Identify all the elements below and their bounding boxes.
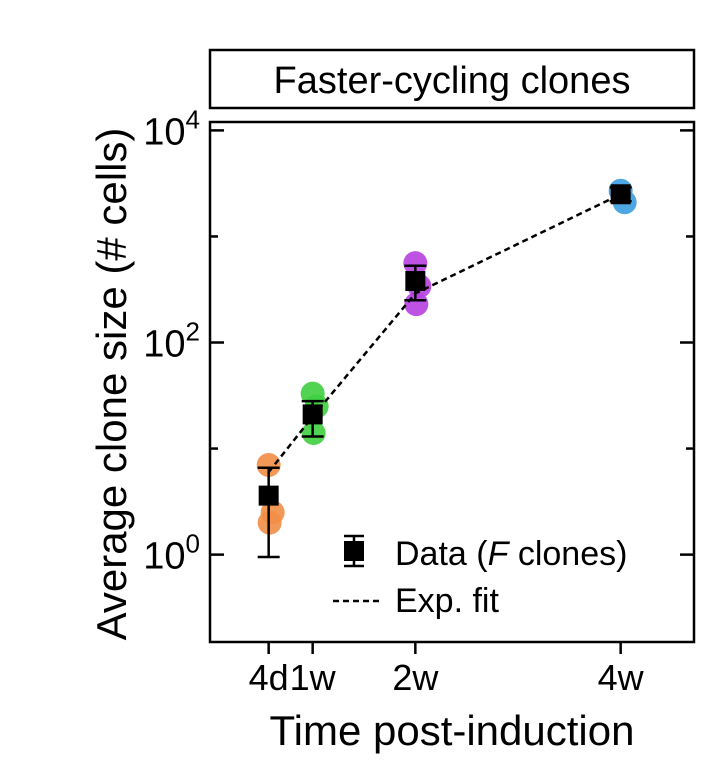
y-tick-label: 100 [143,529,200,578]
mean-marker [610,184,631,205]
x-tick-label: 1w [290,657,337,698]
y-tick-label: 104 [143,104,200,153]
title-box: Faster-cycling clones [208,48,696,110]
mean-marker [302,404,323,425]
x-tick-label: 4d [249,657,289,698]
data-points [257,184,632,559]
legend-fit-label: Exp. fit [395,582,499,620]
chart-title: Faster-cycling clones [274,60,631,102]
data-point [257,466,280,559]
y-axis-ticks: 100 102 104 [143,104,694,578]
x-axis-ticks: 4d 1w 2w 4w [249,642,645,698]
exp-fit-path [267,193,622,473]
data-point [609,184,632,205]
x-axis-label: Time post-induction [270,707,635,754]
data-point [301,399,324,438]
replicate-points [256,178,637,535]
x-tick-label: 4w [598,657,645,698]
replicate-point [256,452,281,477]
y-axis-label: Average clone size (# cells) [88,128,135,641]
mean-marker [258,485,279,506]
legend-data-label: Data (F clones) [395,535,627,573]
plot-frame [208,120,696,644]
y-tick-label: 102 [143,317,200,366]
mean-marker [405,271,426,292]
data-point [404,264,427,302]
x-tick-label: 2w [392,657,439,698]
legend-data-marker [344,534,364,568]
exp-fit-line [267,193,622,473]
replicate-point [403,251,428,276]
legend: Data (F clones) Exp. fit [333,534,627,620]
